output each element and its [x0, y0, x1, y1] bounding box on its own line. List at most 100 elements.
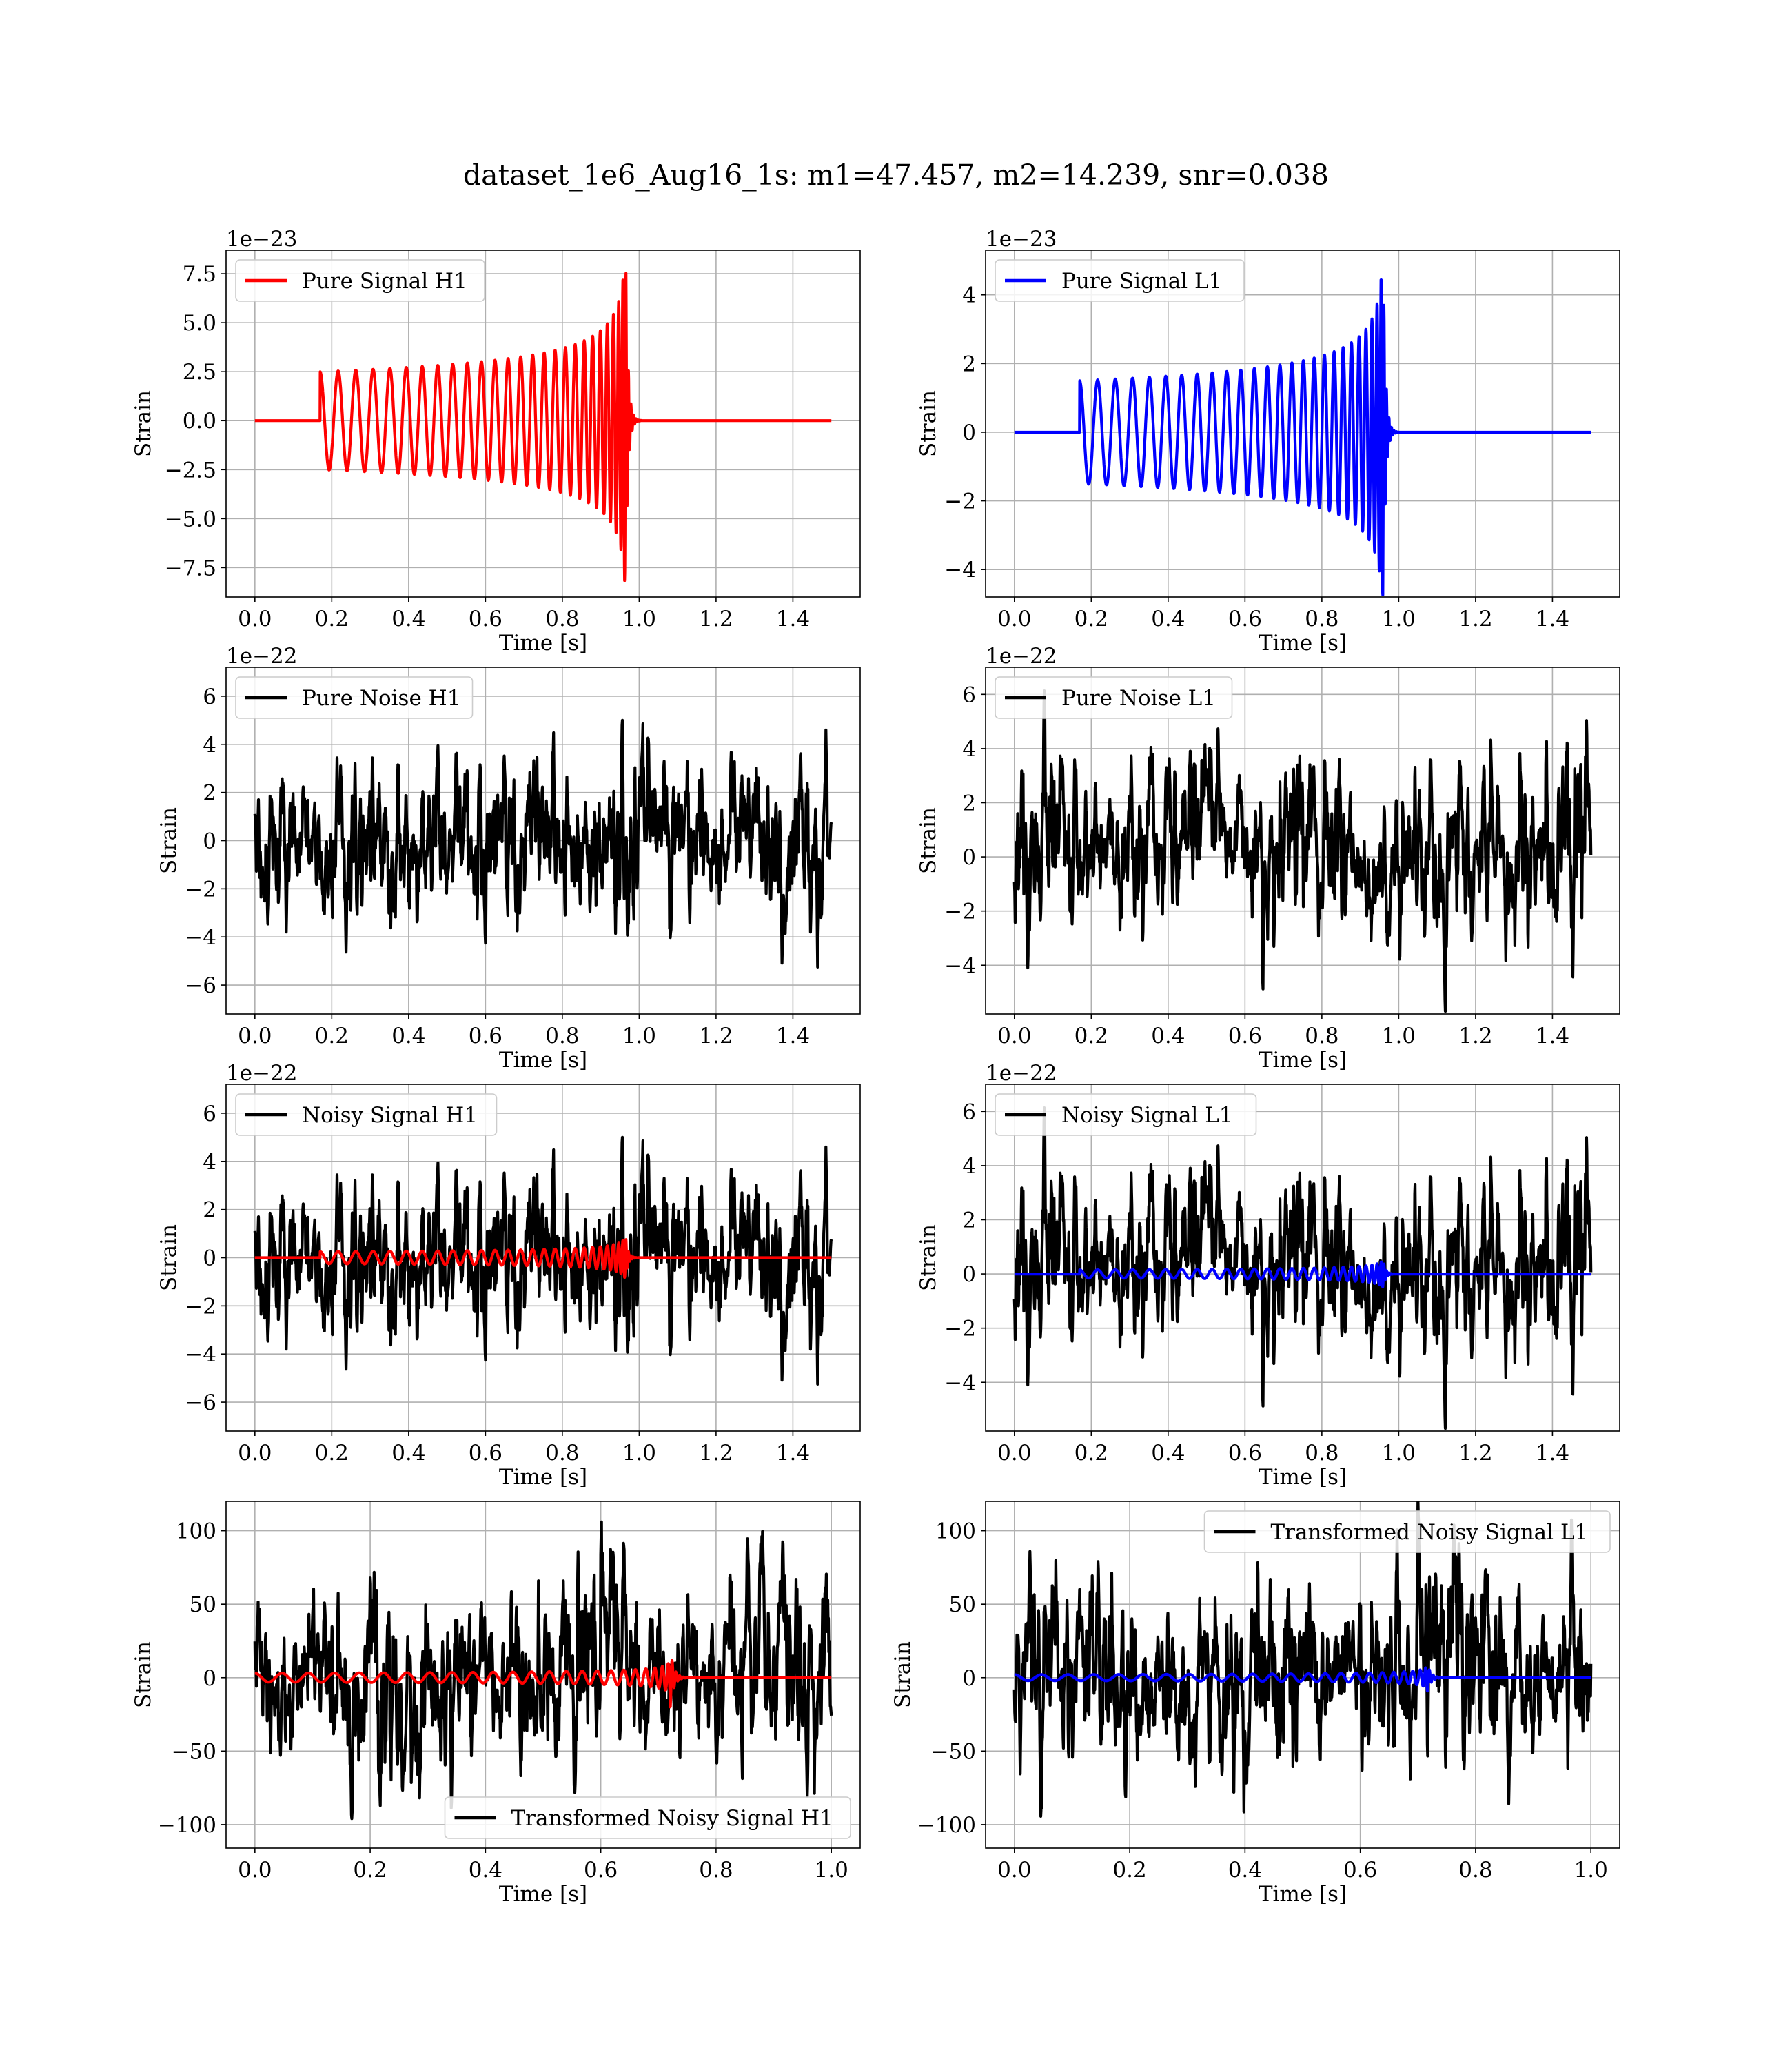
series-line-transformed-noisy-signal-l1-overlay-1 [1013, 1666, 1592, 1693]
x-tick-label: 0.4 [391, 1024, 425, 1048]
y-tick-label: 0 [962, 1666, 976, 1691]
offset-text: 1e−23 [226, 227, 298, 252]
y-tick-label: 0 [962, 1262, 976, 1287]
axes-frame [985, 250, 1620, 598]
x-tick-label: 0.4 [391, 1441, 425, 1466]
x-tick-label: 1.4 [776, 607, 810, 631]
y-tick-label: −2 [944, 489, 976, 514]
x-tick-label: 1.4 [776, 1441, 810, 1466]
plot-area [1012, 1501, 1593, 1818]
subplot-grid: 0.0 0.2 0.4 0.6 0.8 1.0 1.2 1.4 −7.5 −5.0 −2.5 0.0 2… [131, 227, 1620, 1907]
subplot-pure-signal-l1: 0.0 0.2 0.4 0.6 0.8 1.0 1.2 1.4 −4 −2 0 2 4 Time [s] S… [916, 227, 1620, 656]
legend: Pure Noise H1 [235, 676, 474, 719]
legend-label: Noisy Signal L1 [1061, 1103, 1233, 1128]
y-tick-label: −5.0 [165, 507, 216, 531]
x-tick-label: 0.0 [238, 607, 272, 631]
x-tick-label: 1.4 [1536, 1024, 1569, 1048]
legend: Noisy Signal H1 [235, 1093, 498, 1136]
axes-frame [225, 1501, 861, 1849]
x-tick-label: 0.6 [1228, 607, 1262, 631]
y-axis-label: Strain [156, 807, 181, 874]
y-tick-label: 0 [203, 1246, 216, 1271]
y-tick-label: 4 [203, 733, 216, 758]
x-axis-label: Time [s] [1259, 1048, 1347, 1073]
series-line-noisy-signal-l1 [1012, 1106, 1593, 1430]
x-tick-label: 0.8 [545, 607, 579, 631]
y-tick-label: 0.0 [183, 409, 216, 434]
offset-text: 1e−22 [986, 1061, 1057, 1086]
y-axis-label: Strain [156, 1224, 181, 1291]
y-tick-label: 7.5 [183, 262, 216, 287]
x-tick-label: 1.4 [1536, 1441, 1569, 1466]
y-axis-label: Strain [131, 1641, 156, 1708]
offset-text: 1e−22 [226, 1061, 298, 1086]
x-tick-label: 1.4 [1536, 607, 1569, 631]
y-tick-label: 2 [962, 1208, 976, 1233]
x-tick-label: 0.0 [997, 1858, 1031, 1883]
y-tick-label: 6 [962, 682, 976, 707]
x-tick-label: 0.4 [1151, 607, 1185, 631]
legend: Noisy Signal L1 [995, 1093, 1257, 1136]
series-line-transformed-noisy-signal-l1 [1012, 1501, 1593, 1818]
legend-label: Pure Signal L1 [1061, 269, 1222, 294]
x-tick-label: 0.4 [1228, 1858, 1262, 1883]
legend-label: Pure Noise H1 [302, 686, 460, 711]
y-tick-label: −50 [931, 1739, 976, 1764]
x-tick-label: 1.0 [622, 1024, 656, 1048]
y-tick-label: 2 [203, 1198, 216, 1223]
plot-area [253, 1520, 833, 1821]
x-tick-label: 0.2 [1112, 1858, 1146, 1883]
series-line-pure-signal-h1 [254, 272, 833, 582]
y-tick-label: 4 [203, 1150, 216, 1175]
legend-box [995, 676, 1233, 719]
y-tick-label: −4 [185, 1342, 216, 1367]
legend-box [235, 1093, 498, 1136]
y-tick-label: 6 [203, 685, 216, 709]
x-tick-label: 0.2 [353, 1858, 387, 1883]
x-tick-label: 0.2 [1075, 1024, 1108, 1048]
y-tick-label: 0 [962, 845, 976, 870]
subplot-pure-noise-l1: 0.0 0.2 0.4 0.6 0.8 1.0 1.2 1.4 −4 −2 0 2 4 6 Time [s]… [916, 644, 1620, 1073]
y-tick-label: −7.5 [165, 556, 216, 580]
y-tick-label: −2 [944, 1317, 976, 1341]
x-tick-label: 0.4 [1151, 1441, 1185, 1466]
x-tick-label: 1.2 [1458, 1441, 1492, 1466]
plot-area [253, 718, 833, 969]
x-tick-label: 0.6 [1228, 1441, 1262, 1466]
x-tick-label: 1.2 [699, 1441, 733, 1466]
y-tick-label: −2.5 [165, 458, 216, 483]
x-tick-label: 0.0 [238, 1858, 272, 1883]
x-tick-label: 0.2 [1075, 1441, 1108, 1466]
y-tick-label: 4 [962, 1154, 976, 1179]
x-axis-label: Time [s] [499, 631, 587, 656]
plot-area [1012, 1106, 1593, 1430]
y-tick-label: 6 [962, 1099, 976, 1124]
x-tick-label: 0.8 [699, 1858, 733, 1883]
x-tick-label: 0.8 [1305, 1024, 1338, 1048]
x-tick-label: 0.0 [997, 607, 1031, 631]
legend: Pure Signal H1 [235, 259, 485, 302]
y-tick-label: −100 [917, 1813, 976, 1838]
offset-text: 1e−22 [226, 644, 298, 669]
x-tick-label: 1.0 [1574, 1858, 1608, 1883]
x-tick-label: 0.6 [469, 1024, 502, 1048]
x-tick-label: 0.6 [469, 1441, 502, 1466]
y-tick-label: −4 [185, 925, 216, 950]
y-tick-label: −2 [944, 900, 976, 924]
y-axis-label: Strain [916, 1224, 941, 1291]
plot-area [1012, 689, 1593, 1013]
series-line-pure-noise-h1 [253, 718, 833, 969]
x-tick-label: 1.2 [1458, 1024, 1492, 1048]
x-tick-label: 1.0 [1382, 1024, 1416, 1048]
legend-label: Pure Noise L1 [1061, 686, 1216, 711]
y-tick-label: 2 [962, 352, 976, 376]
y-tick-label: 4 [962, 283, 976, 308]
x-tick-label: 0.0 [997, 1441, 1031, 1466]
x-tick-label: 0.6 [1228, 1024, 1262, 1048]
y-tick-label: 2 [962, 791, 976, 815]
x-tick-label: 0.0 [238, 1024, 272, 1048]
y-tick-label: 2.5 [183, 360, 216, 385]
x-tick-label: 0.4 [469, 1858, 502, 1883]
subplot-transformed-noisy-signal-h1: 0.0 0.2 0.4 0.6 0.8 1.0 −100 −50 0 50 100 Time [s] S… [131, 1501, 861, 1907]
x-tick-label: 1.2 [1458, 607, 1492, 631]
